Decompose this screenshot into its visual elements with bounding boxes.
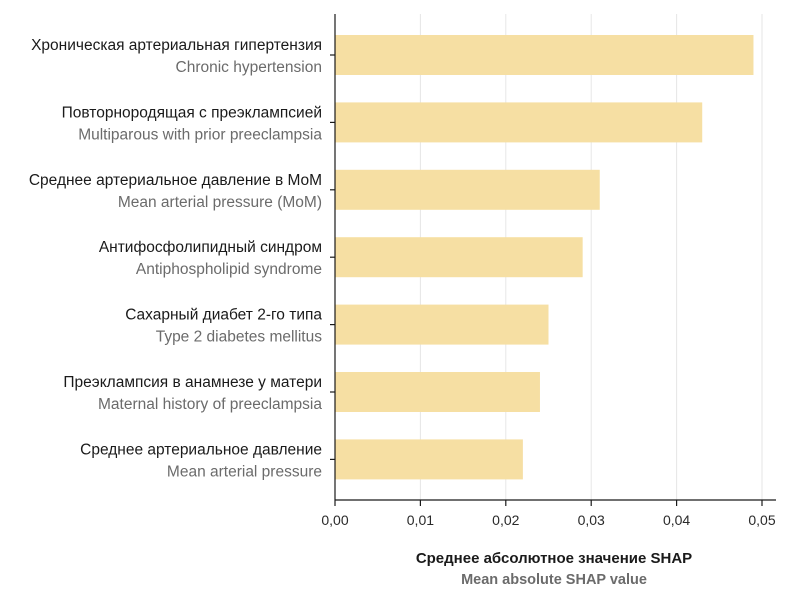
x-tick-group: 0,00 0,01 0,02 0,03 0,04 0,05 (321, 500, 776, 528)
x-tick-label: 0,05 (748, 512, 775, 528)
category-labels: Хроническая артериальная гипертензия Chro… (29, 37, 335, 480)
x-tick-label: 0,02 (492, 512, 519, 528)
category-label-en: Mean arterial pressure (167, 463, 322, 480)
category-label-ru: Сахарный диабет 2-го типа (125, 307, 322, 324)
category-label-en: Chronic hypertension (176, 59, 322, 76)
category-label-en: Multiparous with prior preeclampsia (78, 126, 322, 143)
category-label-ru: Среднее артериальное давление в MoM (29, 172, 322, 189)
bar (335, 439, 523, 480)
x-tick-label: 0,03 (578, 512, 605, 528)
x-tick-label: 0,04 (663, 512, 690, 528)
category-label-ru: Среднее артериальное давление (80, 441, 322, 458)
category-label-ru: Повторнородящая с преэклампсией (62, 104, 322, 121)
bar (335, 102, 703, 143)
category-label-en: Type 2 diabetes mellitus (156, 329, 323, 346)
bar (335, 35, 754, 75)
category-label-en: Maternal history of preeclampsia (98, 396, 322, 413)
x-tick-label: 0,01 (407, 512, 434, 528)
bar (335, 237, 583, 278)
bar (335, 169, 600, 210)
x-axis-title-en: Mean absolute SHAP value (461, 572, 647, 588)
category-label-ru: Хроническая артериальная гипертензия (31, 37, 322, 54)
category-label-en: Antiphospholipid syndrome (136, 261, 322, 278)
grid-lines (419, 14, 763, 500)
category-label-ru: Преэклампсия в анамнезе у матери (63, 374, 322, 391)
x-tick-label: 0,00 (321, 512, 348, 528)
bar (335, 304, 549, 345)
bar (335, 372, 540, 412)
bars-group (335, 35, 754, 480)
category-label-ru: Антифосфолипидный синдром (99, 239, 322, 256)
x-axis-title-ru: Среднее абсолютное значение SHAP (416, 550, 692, 567)
category-label-en: Mean arterial pressure (MoM) (118, 194, 322, 211)
